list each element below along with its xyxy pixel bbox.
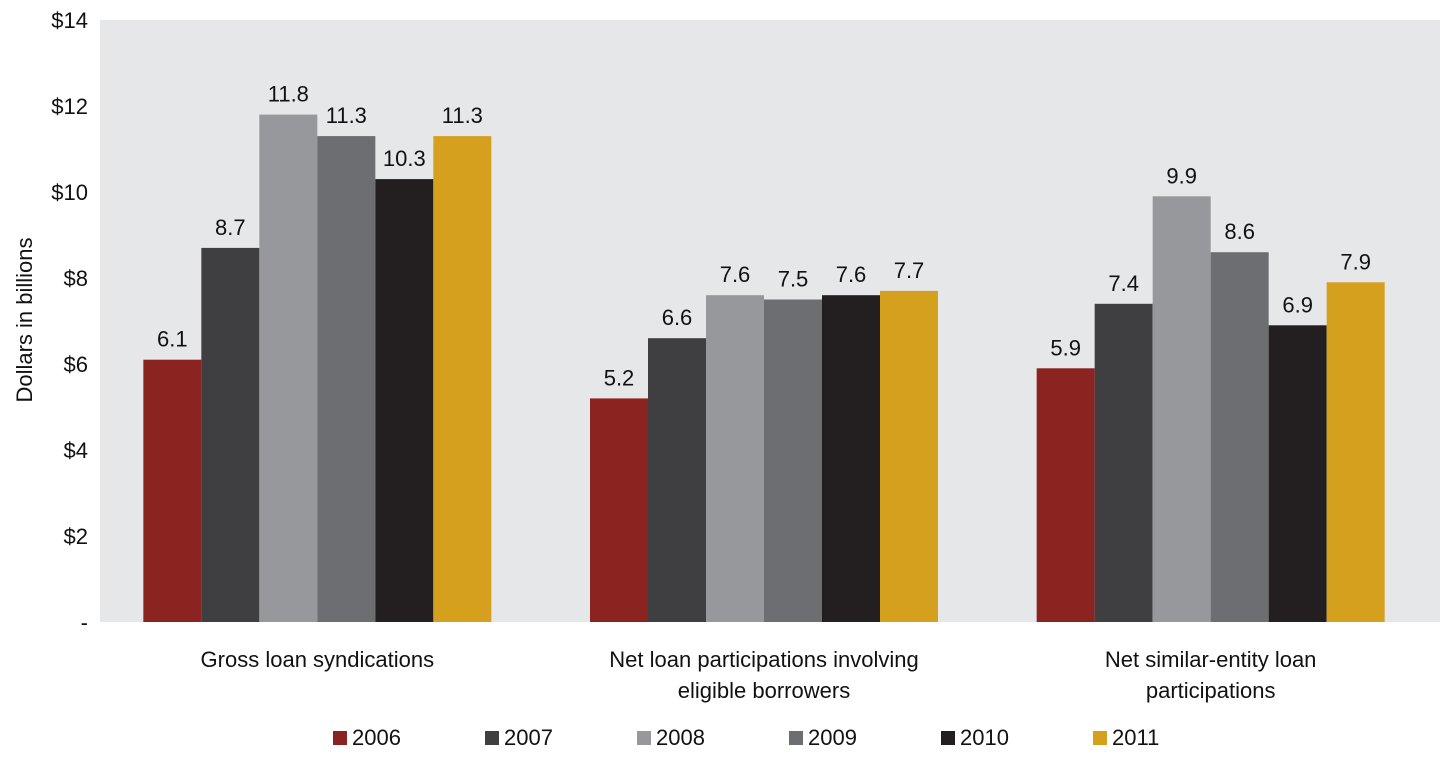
data-label: 7.7 xyxy=(894,258,925,283)
bar-2009 xyxy=(1210,252,1269,622)
category-label: participations xyxy=(1146,678,1276,703)
category-label: Net loan participations involving xyxy=(609,647,918,672)
category-label: Net similar-entity loan xyxy=(1105,647,1317,672)
bar-2008 xyxy=(259,114,318,622)
data-label: 9.9 xyxy=(1166,163,1197,188)
bars xyxy=(143,114,1385,623)
y-tick-label: $8 xyxy=(64,266,88,291)
category-label: eligible borrowers xyxy=(678,678,850,703)
legend-swatch-2009 xyxy=(789,731,803,745)
data-label: 7.6 xyxy=(720,262,751,287)
bar-2010 xyxy=(822,295,880,622)
bar-2008 xyxy=(706,295,764,622)
y-tick-label: $12 xyxy=(51,94,88,119)
bar-2011 xyxy=(433,136,492,622)
y-tick-label: - xyxy=(81,610,88,635)
data-label: 8.7 xyxy=(215,215,246,240)
data-label: 11.8 xyxy=(268,82,309,107)
bar-2007 xyxy=(201,247,260,622)
data-label: 6.6 xyxy=(662,305,693,330)
bar-2010 xyxy=(1268,325,1327,622)
data-label: 7.4 xyxy=(1108,271,1139,296)
legend-swatch-2010 xyxy=(941,731,955,745)
bar-2009 xyxy=(317,136,376,622)
data-label: 5.9 xyxy=(1050,335,1081,360)
data-label: 5.2 xyxy=(604,365,635,390)
data-label: 8.6 xyxy=(1224,219,1255,244)
bar-2011 xyxy=(880,290,938,622)
legend-swatch-2008 xyxy=(637,731,651,745)
data-label: 11.3 xyxy=(442,103,483,128)
bar-2007 xyxy=(1094,303,1153,622)
legend: 2006 2007 2008 2009 2010 2011 xyxy=(333,725,1159,750)
bar-2008 xyxy=(1152,196,1211,623)
data-labels: 6.1 8.7 11.8 11.3 10.3 11.3 5.2 6.6 7.6 7.5 7.6 7.7… xyxy=(157,82,1371,391)
legend-label: 2009 xyxy=(808,725,857,750)
legend-label: 2008 xyxy=(656,725,705,750)
bar-2006 xyxy=(1036,368,1095,622)
y-tick-label: $6 xyxy=(64,352,88,377)
legend-label: 2010 xyxy=(960,725,1009,750)
y-axis-title: Dollars in billions xyxy=(12,237,37,402)
y-axis: - $2 $4 $6 $8 $10 $12 $14 xyxy=(51,8,88,635)
category-label: Gross loan syndications xyxy=(201,647,435,672)
y-tick-label: $2 xyxy=(64,524,88,549)
data-label: 6.9 xyxy=(1282,292,1313,317)
bar-2007 xyxy=(648,338,706,622)
data-label: 7.9 xyxy=(1340,249,1371,274)
data-label: 7.6 xyxy=(836,262,867,287)
bar-2006 xyxy=(143,359,202,622)
legend-label: 2007 xyxy=(504,725,553,750)
data-label: 11.3 xyxy=(326,103,367,128)
legend-label: 2006 xyxy=(352,725,401,750)
data-label: 6.1 xyxy=(157,327,188,352)
data-label: 7.5 xyxy=(778,267,809,292)
y-tick-label: $10 xyxy=(51,180,88,205)
y-tick-label: $4 xyxy=(64,438,88,463)
bar-2009 xyxy=(764,299,822,622)
bar-2006 xyxy=(590,398,648,622)
legend-swatch-2006 xyxy=(333,731,347,745)
y-tick-label: $14 xyxy=(51,8,88,33)
legend-swatch-2007 xyxy=(485,731,499,745)
category-labels: Gross loan syndications Net loan particip… xyxy=(201,647,1317,703)
legend-swatch-2011 xyxy=(1093,731,1107,745)
bar-2011 xyxy=(1326,282,1385,622)
bar-2010 xyxy=(375,179,434,622)
legend-label: 2011 xyxy=(1112,725,1159,750)
data-label: 10.3 xyxy=(383,146,426,171)
